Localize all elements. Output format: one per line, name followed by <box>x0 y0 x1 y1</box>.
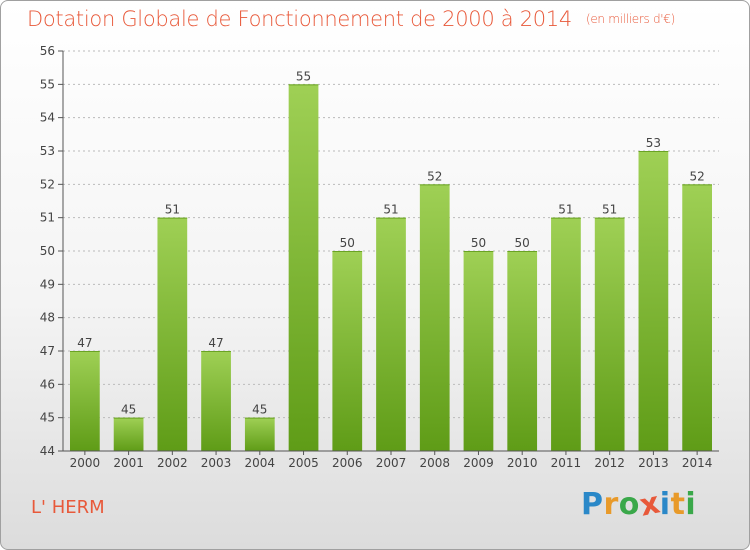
x-tick-label: 2013 <box>638 456 669 470</box>
y-tick-label: 56 <box>40 44 55 58</box>
x-tick-label: 2004 <box>245 456 276 470</box>
logo-letter: i <box>659 487 671 522</box>
data-label: 47 <box>208 336 223 350</box>
x-tick-label: 2001 <box>113 456 144 470</box>
proxiti-logo: Proxiti <box>581 485 697 523</box>
y-tick-label: 52 <box>40 177 55 191</box>
data-label: 55 <box>296 69 311 83</box>
data-label: 50 <box>471 236 486 250</box>
x-tick-label: 2009 <box>463 456 494 470</box>
data-label: 53 <box>646 136 661 150</box>
y-tick-label: 51 <box>40 211 55 225</box>
y-tick-label: 55 <box>40 77 55 91</box>
unit-label: (en milliers d'€) <box>585 12 675 26</box>
chart-title: Dotation Globale de Fonctionnement de 20… <box>27 7 675 31</box>
y-tick-label: 45 <box>40 411 55 425</box>
y-tick-label: 44 <box>40 444 55 458</box>
title-text: Dotation Globale de Fonctionnement de 20… <box>27 7 572 31</box>
x-tick-label: 2014 <box>682 456 713 470</box>
y-tick-label: 49 <box>40 277 55 291</box>
y-tick-label: 50 <box>40 244 55 258</box>
x-tick-label: 2011 <box>551 456 582 470</box>
logo-letter: t <box>670 487 686 522</box>
x-tick-label: 2006 <box>332 456 363 470</box>
y-tick-label: 53 <box>40 144 55 158</box>
data-label: 51 <box>383 203 398 217</box>
bar-2002 <box>157 217 188 451</box>
commune-name: L' HERM <box>31 497 105 518</box>
data-label: 47 <box>77 336 92 350</box>
x-tick-label: 2010 <box>507 456 538 470</box>
data-label: 51 <box>165 203 180 217</box>
y-tick-label: 46 <box>40 377 55 391</box>
x-tick-label: 2012 <box>594 456 625 470</box>
data-label: 50 <box>515 236 530 250</box>
bar-2009 <box>463 251 494 451</box>
logo-letter: i <box>685 487 697 522</box>
bar-2012 <box>594 217 625 451</box>
logo-letter: o <box>618 487 640 522</box>
logo-letter: P <box>581 487 604 522</box>
bar-2006 <box>332 251 363 451</box>
data-label: 52 <box>689 169 704 183</box>
logo-letter: r <box>603 487 619 522</box>
data-label: 45 <box>252 403 267 417</box>
data-label: 45 <box>121 403 136 417</box>
data-label: 51 <box>558 203 573 217</box>
bar-2000 <box>69 351 100 451</box>
x-tick-label: 2002 <box>157 456 188 470</box>
x-tick-label: 2008 <box>419 456 450 470</box>
x-tick-label: 2000 <box>70 456 101 470</box>
bar-2014 <box>682 184 713 452</box>
bar-2013 <box>638 151 669 451</box>
data-label: 52 <box>427 169 442 183</box>
x-tick-label: 2003 <box>201 456 232 470</box>
bar-2011 <box>551 217 581 451</box>
bar-2007 <box>376 217 406 451</box>
x-tick-label: 2007 <box>376 456 407 470</box>
bar-2003 <box>201 351 231 451</box>
x-tick-label: 2005 <box>288 456 319 470</box>
bar-2010 <box>507 251 538 451</box>
bar-2008 <box>419 184 450 452</box>
bar-2004 <box>244 417 275 451</box>
data-label: 51 <box>602 203 617 217</box>
y-tick-label: 47 <box>40 344 55 358</box>
y-tick-label: 54 <box>40 111 55 125</box>
y-tick-label: 48 <box>40 311 55 325</box>
data-label: 50 <box>340 236 355 250</box>
bar-2005 <box>288 84 319 451</box>
bar-2001 <box>113 417 144 451</box>
